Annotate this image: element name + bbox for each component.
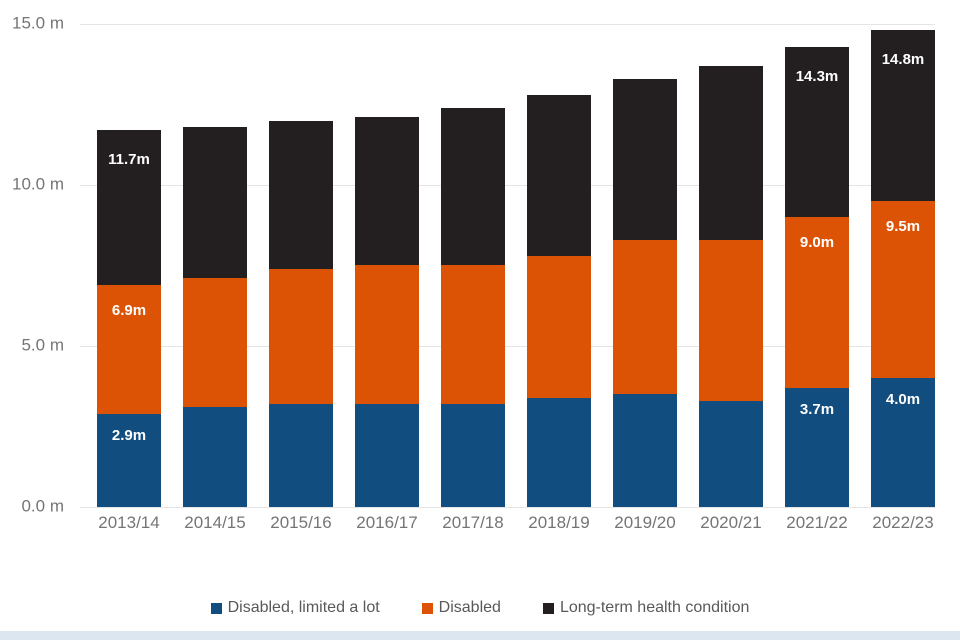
x-tick-label: 2014/15: [184, 513, 246, 532]
x-tick-label: 2020/21: [700, 513, 762, 532]
legend-swatch-icon: [542, 602, 554, 614]
data-label: 9.5m: [885, 218, 921, 236]
y-tick-label: 15.0 m: [12, 13, 64, 33]
y-tick-label: 5.0 m: [21, 335, 64, 355]
y-tick-label: 10.0 m: [12, 174, 64, 194]
y-tick-label: 0.0 m: [21, 496, 64, 516]
bar-segment-disabled: [183, 278, 247, 408]
bar-group-2015-16: [269, 120, 333, 507]
x-tick-label: 2013/14: [98, 513, 160, 532]
x-tick-label: 2016/17: [356, 513, 418, 532]
x-tick-label: 2018/19: [528, 513, 590, 532]
bar-segment-disabled: [269, 268, 333, 404]
legend-item-disabled: Disabled: [421, 599, 501, 617]
x-tick-label: 2017/18: [442, 513, 504, 532]
x-tick-label: 2022/23: [872, 513, 934, 532]
legend-item-long-term-health-condition: Long-term health condition: [542, 599, 750, 617]
bar-group-2019-20: [613, 78, 677, 507]
bar-segment-disabled-limited-a-lot: [527, 397, 591, 507]
bar-segment-disabled-limited-a-lot: [183, 407, 247, 507]
bar-segment-long-term-health-condition: [269, 120, 333, 269]
bar-group-2014-15: [183, 127, 247, 507]
gridline: [80, 346, 935, 347]
data-label: 4.0m: [885, 391, 921, 409]
bar-group-2016-17: [355, 117, 419, 507]
bar-segment-disabled: 6.9m: [97, 284, 161, 414]
bar-segment-disabled-limited-a-lot: 3.7m: [785, 387, 849, 507]
data-label: 2.9m: [111, 426, 147, 444]
legend-item-disabled-limited-a-lot: Disabled, limited a lot: [210, 599, 380, 617]
bar-segment-disabled: [355, 265, 419, 404]
bar-segment-disabled-limited-a-lot: [269, 403, 333, 507]
legend-label: Long-term health condition: [559, 599, 750, 616]
bar-group-2017-18: [441, 107, 505, 507]
x-tick-label: 2019/20: [614, 513, 676, 532]
legend-swatch-icon: [210, 602, 222, 614]
legend-label: Disabled, limited a lot: [227, 599, 380, 616]
bar-segment-long-term-health-condition: [699, 65, 763, 240]
gridline: [80, 24, 935, 25]
legend: Disabled, limited a lot Disabled Long-term…: [0, 599, 960, 617]
bar-segment-disabled-limited-a-lot: 4.0m: [871, 378, 935, 507]
data-label: 14.3m: [795, 67, 839, 85]
bar-segment-disabled: 9.0m: [785, 217, 849, 388]
bar-group-2022-23: 14.8m 9.5m 4.0m: [871, 30, 935, 507]
bar-segment-long-term-health-condition: [527, 94, 591, 256]
bar-group-2013-14: 11.7m 6.9m 2.9m: [97, 130, 161, 507]
data-label: 11.7m: [108, 151, 150, 169]
gridline: [80, 507, 935, 508]
bar-segment-long-term-health-condition: [355, 117, 419, 266]
bar-group-2018-19: [527, 94, 591, 507]
data-label: 9.0m: [799, 234, 835, 252]
bar-segment-long-term-health-condition: 14.8m: [871, 30, 935, 202]
legend-label: Disabled: [438, 599, 501, 616]
bar-segment-disabled: [699, 239, 763, 401]
bar-segment-disabled-limited-a-lot: [355, 403, 419, 507]
bar-segment-disabled-limited-a-lot: [699, 400, 763, 507]
bar-segment-disabled: [527, 255, 591, 398]
bar-segment-long-term-health-condition: [441, 107, 505, 266]
bar-segment-disabled-limited-a-lot: 2.9m: [97, 413, 161, 507]
page-bottom-divider: [0, 631, 960, 640]
bar-segment-long-term-health-condition: [183, 127, 247, 279]
data-label: 3.7m: [799, 400, 835, 418]
bar-group-2020-21: [699, 65, 763, 507]
x-tick-label: 2021/22: [786, 513, 848, 532]
bar-segment-disabled-limited-a-lot: [613, 394, 677, 507]
bar-segment-disabled-limited-a-lot: [441, 403, 505, 507]
bar-group-2021-22: 14.3m 9.0m 3.7m: [785, 46, 849, 507]
bar-segment-disabled: [441, 265, 505, 404]
legend-swatch-icon: [421, 602, 433, 614]
gridline: [80, 185, 935, 186]
data-label: 6.9m: [111, 301, 147, 319]
bar-segment-long-term-health-condition: 14.3m: [785, 46, 849, 218]
x-tick-label: 2015/16: [270, 513, 332, 532]
bar-segment-disabled: 9.5m: [871, 201, 935, 379]
bar-segment-disabled: [613, 239, 677, 395]
data-label: 14.8m: [881, 51, 925, 69]
bar-segment-long-term-health-condition: [613, 78, 677, 240]
bar-segment-long-term-health-condition: 11.7m: [97, 130, 161, 285]
